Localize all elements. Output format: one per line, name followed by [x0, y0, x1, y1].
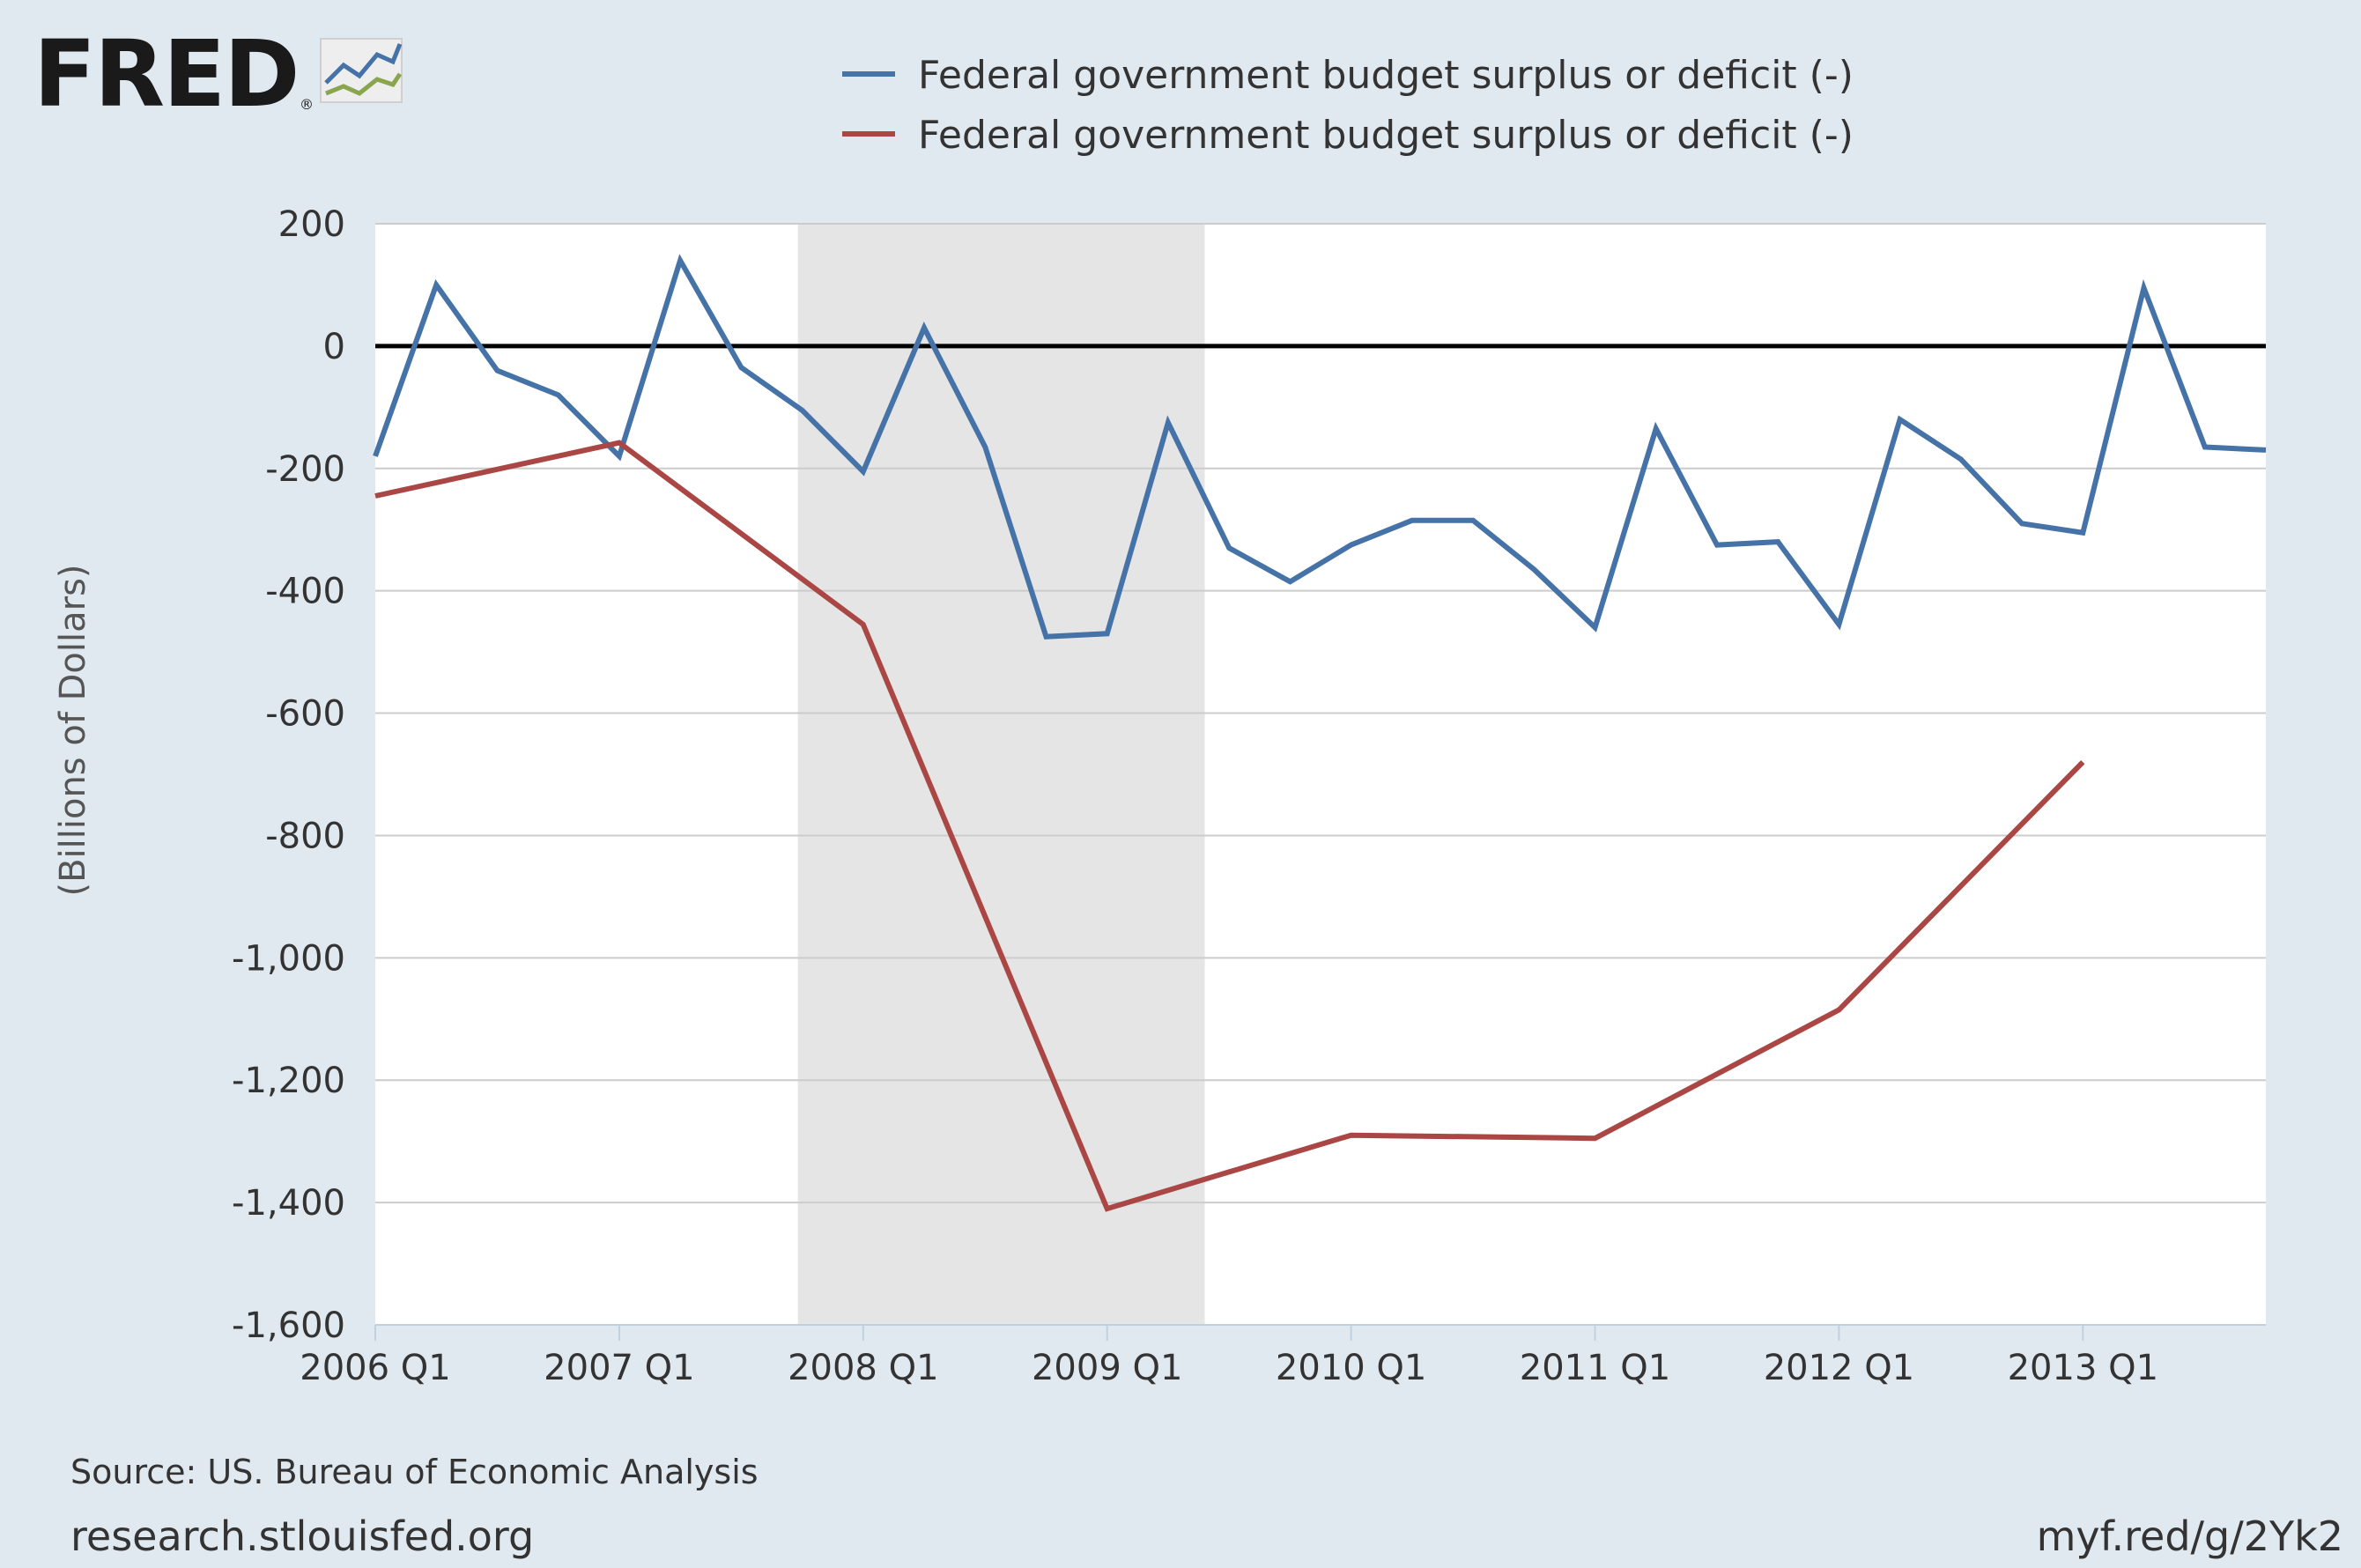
series-line-2	[374, 440, 2085, 1212]
y-axis-label: (Billions of Dollars)	[53, 564, 93, 896]
y-tick-label: -1,200	[232, 1061, 345, 1101]
plot-area: 200 0 -200 -400 -600 -800 -1,000 -1,200 -1,400 -1…	[232, 204, 2267, 1388]
y-tick-label: 200	[278, 204, 345, 245]
y-tick-label: 0	[323, 327, 345, 367]
registered-mark: ®	[300, 96, 314, 113]
y-tick-label: -400	[265, 572, 345, 612]
x-tick-label: 2007 Q1	[544, 1348, 694, 1388]
x-tick-label: 2013 Q1	[2008, 1348, 2158, 1388]
chart-line-icon	[320, 38, 403, 103]
plot-background	[375, 224, 2266, 1325]
fred-logo-text: FRED	[33, 20, 299, 128]
x-tick-label: 2010 Q1	[1276, 1348, 1426, 1388]
fred-logo[interactable]: FRED ®	[33, 20, 403, 128]
y-tick-label: -1,400	[232, 1183, 345, 1224]
x-tick-label: 2011 Q1	[1520, 1348, 1670, 1388]
chart-legend: Federal government budget surplus or def…	[842, 53, 1854, 158]
series-line-1	[373, 254, 2267, 640]
y-tick-label: -1,000	[232, 938, 345, 979]
y-tick-label: -1,600	[232, 1305, 345, 1346]
source-text: Source: US. Bureau of Economic Analysis	[70, 1453, 759, 1491]
y-tick-label: -200	[265, 449, 345, 490]
short-link[interactable]: myf.red/g/2Yk2	[2037, 1513, 2343, 1560]
x-tick-label: 2012 Q1	[1764, 1348, 1914, 1388]
x-tick-label: 2009 Q1	[1032, 1348, 1182, 1388]
site-link[interactable]: research.stlouisfed.org	[70, 1513, 534, 1560]
x-tick-label: 2006 Q1	[300, 1348, 450, 1388]
y-tick-label: -600	[265, 694, 345, 735]
legend-label: Federal government budget surplus or def…	[918, 113, 1854, 158]
legend-label: Federal government budget surplus or def…	[918, 53, 1854, 98]
x-tick-label: 2008 Q1	[788, 1348, 938, 1388]
y-tick-label: -800	[265, 816, 345, 856]
recession-shading	[797, 224, 1205, 1325]
